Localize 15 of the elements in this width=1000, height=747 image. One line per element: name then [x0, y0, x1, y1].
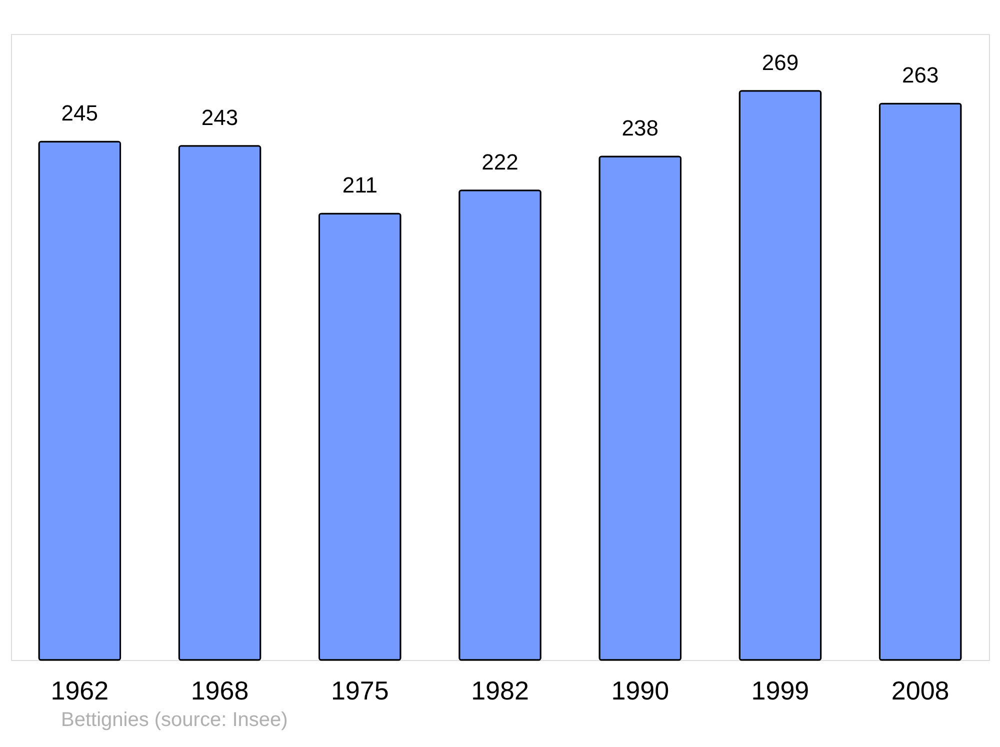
- x-tick-label: 1999: [751, 676, 810, 706]
- data-label: 222: [482, 149, 518, 174]
- x-tick-label: 1962: [50, 676, 109, 706]
- data-label: 269: [762, 50, 799, 75]
- x-tick-label: 1968: [190, 676, 249, 706]
- text: Bettignies (source: Insee): [61, 709, 288, 731]
- x-tick-label: 1982: [471, 676, 529, 706]
- x-tick-label: 1975: [330, 676, 389, 706]
- data-label: 243: [201, 104, 238, 130]
- data-label: 245: [61, 100, 98, 126]
- data-label: 263: [902, 62, 939, 88]
- data-label: 238: [622, 115, 658, 140]
- data-label: 211: [342, 172, 378, 198]
- x-tick-label: 1990: [611, 676, 670, 706]
- x-tick-label: 2008: [891, 676, 950, 706]
